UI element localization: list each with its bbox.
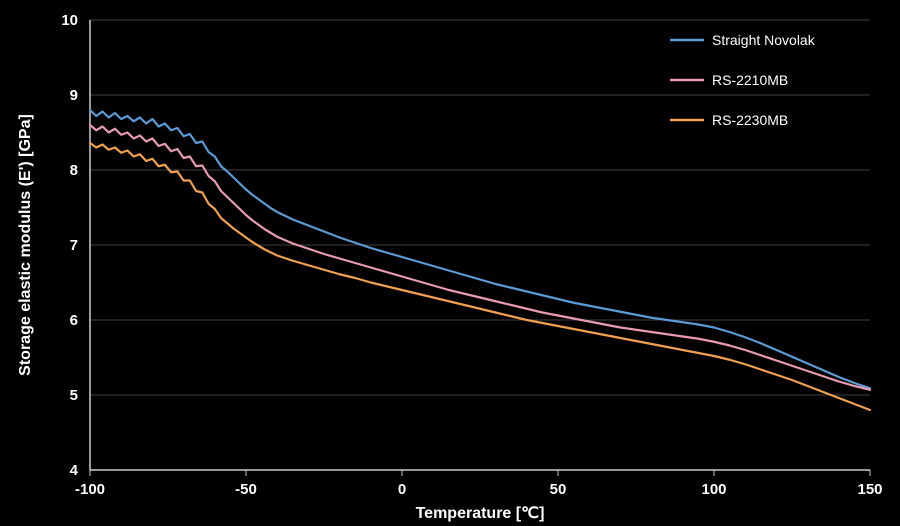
y-tick-label: 10 xyxy=(61,12,78,29)
x-tick-label: 150 xyxy=(857,481,882,498)
legend-label: RS-2230MB xyxy=(712,112,788,128)
chart-container: -100 -50 0 50 100 150 4 5 6 7 8 9 10 Storage elasti… xyxy=(0,0,900,526)
y-tick-label: 7 xyxy=(70,237,78,254)
legend-label: RS-2210MB xyxy=(712,72,788,88)
y-axis-title: Storage elastic modulus (E') [GPa] xyxy=(17,114,34,376)
legend-label: Straight Novolak xyxy=(712,32,816,48)
y-tick-label: 9 xyxy=(70,87,78,104)
chart-svg: -100 -50 0 50 100 150 4 5 6 7 8 9 10 Storage elasti… xyxy=(0,0,900,526)
x-axis-title: Temperature [℃] xyxy=(416,505,545,522)
y-tick-label: 4 xyxy=(70,462,79,479)
x-tick-label: 100 xyxy=(701,481,726,498)
y-tick-label: 5 xyxy=(70,387,78,404)
y-tick-label: 8 xyxy=(70,162,78,179)
x-tick-label: 50 xyxy=(550,481,567,498)
x-tick-label: -100 xyxy=(75,481,105,498)
x-tick-label: -50 xyxy=(235,481,257,498)
x-tick-label: 0 xyxy=(398,481,406,498)
y-tick-label: 6 xyxy=(70,312,78,329)
